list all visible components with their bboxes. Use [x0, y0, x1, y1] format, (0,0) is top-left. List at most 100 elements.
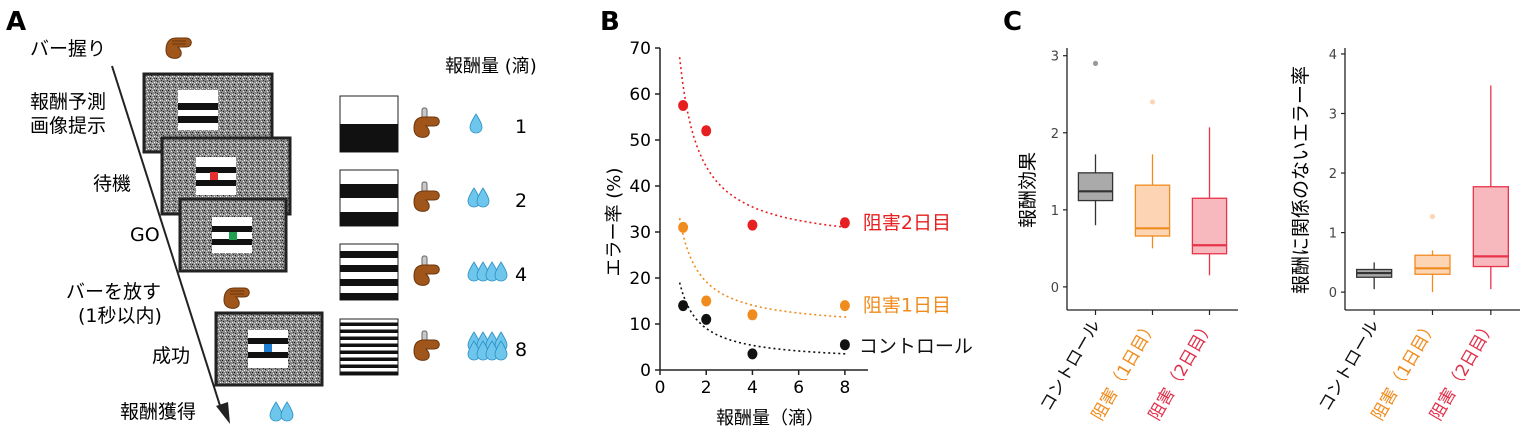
cue-stripe	[340, 184, 398, 198]
cue-stripe	[340, 212, 398, 226]
timeline-arrowhead	[216, 402, 230, 424]
error-rate-category-label: コントロール	[1315, 317, 1383, 415]
reward-level-8: 8	[515, 339, 527, 361]
panel-letter-b: B	[600, 7, 620, 37]
step-cue-line2: 画像提示	[30, 115, 106, 137]
y-tick-label: 60	[629, 85, 651, 105]
error-rate-y-tick-label: 4	[1329, 48, 1337, 63]
data-point	[701, 125, 712, 137]
cue-stripe	[340, 265, 398, 272]
y-tick-label: 70	[629, 39, 651, 59]
cue-stripe	[340, 322, 398, 326]
fit-curve	[678, 282, 848, 355]
step-go: GO	[130, 224, 160, 246]
cue-stripe	[340, 329, 398, 333]
reward-effect-y-tick-label: 3	[1051, 50, 1059, 65]
fit-curve	[678, 57, 848, 229]
y-tick-label: 20	[629, 269, 651, 289]
water-drop	[494, 261, 508, 282]
cue-stripe	[340, 293, 398, 300]
data-point	[839, 300, 850, 312]
step-bar-grip: バー握り	[30, 38, 106, 60]
panel-b: B エラー率 (%) 報酬量（滴） 0 10 20 30 40 50 60 70 0 2 4 6 8 阻害…	[600, 7, 973, 429]
hand-grip-icon	[413, 255, 440, 286]
error-rate-y-tick-label: 1	[1329, 227, 1337, 242]
water-drop	[476, 187, 490, 208]
reward-drops-icon	[269, 401, 294, 422]
panel-c: C 報酬効果 報酬に関係のないエラー率 0123コントロール阻害（1日目）阻害（…	[1003, 7, 1520, 424]
reward-row-4: 4	[339, 243, 527, 301]
hand-release-icon	[223, 287, 250, 309]
cue-stripe	[340, 279, 398, 286]
reward-row-8: 8	[339, 318, 527, 376]
cue-stripe	[340, 343, 398, 347]
hand-grip-icon	[413, 107, 440, 138]
reward-row-2: 2	[339, 169, 527, 227]
step-release-time: (1秒以内)	[78, 305, 162, 327]
step-release: バーを放す	[66, 281, 161, 303]
water-drop-icon	[467, 331, 508, 361]
error-rate-box	[1472, 186, 1509, 268]
water-drop	[469, 113, 483, 134]
reward-effect-outlier	[1092, 60, 1099, 67]
stimulus-frame-go	[178, 197, 288, 273]
error-rate-outlier	[1429, 213, 1436, 220]
panel-letter-a: A	[6, 7, 26, 37]
series-label: 阻害1日目	[863, 295, 951, 317]
cue-stripe	[340, 336, 398, 340]
reward-effect-box	[1077, 172, 1114, 202]
reward-table: 1 2 4 8	[339, 95, 527, 376]
x-tick-label: 4	[747, 378, 758, 398]
water-drop-icon	[467, 187, 490, 208]
cue-stripe	[340, 371, 398, 375]
data-point	[839, 339, 850, 351]
y-tick-label: 40	[629, 177, 651, 197]
y-tick-label: 0	[640, 361, 651, 381]
reward-effect-y-label: 報酬効果	[1017, 152, 1039, 228]
data-point	[747, 348, 758, 360]
panel-letter-c: C	[1003, 7, 1022, 37]
cue-stripe	[340, 350, 398, 354]
fit-curve	[678, 218, 848, 318]
x-tick-label: 8	[839, 378, 850, 398]
data-point	[701, 295, 712, 307]
cue-stripe	[340, 357, 398, 361]
hand-grip-icon	[413, 330, 440, 361]
step-success: 成功	[152, 345, 190, 367]
error-rate-y-tick-label: 3	[1329, 108, 1337, 123]
reward-effect-y-tick-label: 1	[1051, 204, 1059, 219]
y-tick-label: 50	[629, 131, 651, 151]
data-point	[678, 221, 689, 233]
x-axis-label: 報酬量（滴）	[716, 408, 824, 429]
cue-stripe	[340, 124, 398, 152]
cue-stripe	[340, 364, 398, 368]
reward-header: 報酬量 (滴)	[445, 56, 537, 77]
series-label: コントロール	[859, 336, 973, 358]
step-wait: 待機	[93, 173, 131, 195]
x-tick-label: 2	[701, 378, 712, 398]
reward-level-4: 4	[515, 264, 527, 286]
data-point	[747, 309, 758, 321]
error-rate-y-tick-label: 0	[1329, 286, 1337, 301]
y-axis-label: エラー率 (%)	[604, 168, 625, 277]
y-tick-label: 30	[629, 223, 651, 243]
data-point	[701, 313, 712, 325]
hand-grip-icon	[165, 37, 192, 59]
stimulus-frame-success	[214, 311, 324, 387]
reward-effect-y-tick-label: 2	[1051, 127, 1059, 142]
hand-grip-icon	[413, 181, 440, 212]
data-point	[678, 100, 689, 111]
reward-effect-outlier	[1149, 99, 1156, 105]
cue-stripe	[340, 251, 398, 258]
error-rate-y-label: 報酬に関係のないエラー率	[1290, 66, 1312, 294]
reward-effect-category-label: コントロール	[1037, 317, 1105, 415]
data-point	[747, 219, 758, 231]
water-drop-icon	[469, 113, 483, 134]
timeline-arrow	[111, 65, 223, 413]
data-point	[839, 217, 850, 229]
data-point	[678, 300, 689, 312]
water-drop-icon	[467, 261, 508, 282]
reward-level-1: 1	[515, 116, 527, 138]
reward-level-2: 2	[515, 190, 527, 212]
